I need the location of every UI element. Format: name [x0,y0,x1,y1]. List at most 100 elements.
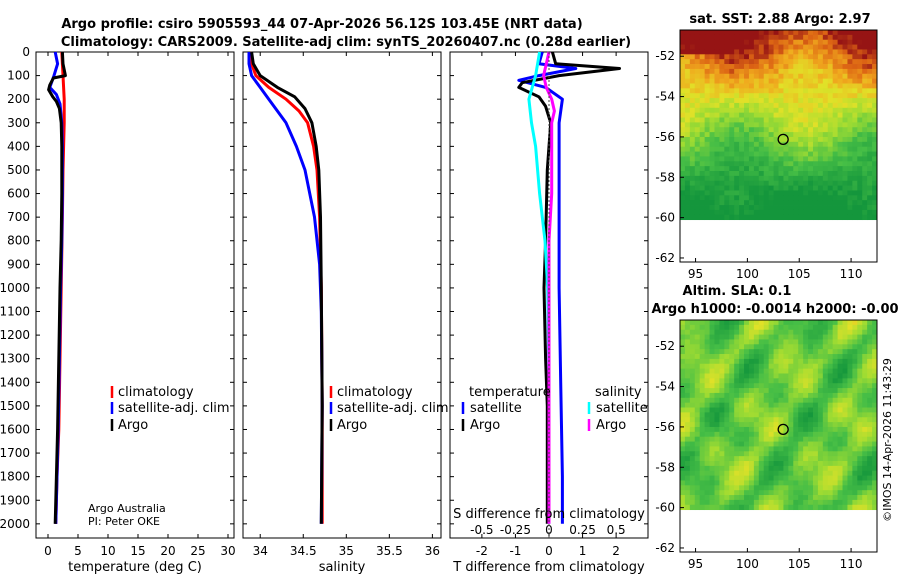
map-cell [798,504,804,511]
map-cell [768,175,774,182]
map-cell [699,344,706,350]
map-cell [699,358,706,365]
map-cell [803,78,809,84]
map-cell [812,83,819,89]
map-cell [808,431,814,438]
map-cell [714,446,720,452]
map-cell [709,209,715,216]
map-cell [714,441,720,447]
map-cell [778,151,784,157]
map-cell [689,200,696,206]
map-cell [744,354,750,360]
map-cell [847,407,853,413]
temperature-panel: 0 5 10 15 20 25 30 [36,51,236,558]
map-cell [847,402,853,408]
map-cell [748,334,755,340]
map-cell [694,475,701,481]
map-cell [748,200,755,206]
map-cell [709,102,715,109]
map-cell [694,54,701,60]
map-cell [768,132,774,138]
map-cell [822,461,829,467]
map-cell [699,39,706,45]
map-cell [768,34,774,41]
map-cell [847,64,853,70]
map-cell [699,373,706,379]
map-cell [768,456,774,462]
map-cell [694,470,701,476]
map-cell [724,166,730,172]
legend-label-climatology: climatology [118,385,194,400]
map-cell [808,185,814,191]
map-cell [729,209,735,216]
map-cell [832,117,838,123]
map-cell [857,171,863,177]
map-cell [734,214,740,221]
map-cell [842,102,848,109]
map-cell [783,446,789,452]
map-cell [714,402,720,408]
map-cell [803,98,809,104]
map-cell [744,495,750,501]
map-cell [862,39,868,45]
map-cell [827,44,834,50]
map-cell [763,461,770,467]
map-cell [684,64,691,70]
map-cell [847,146,853,152]
map-cell [748,185,755,191]
map-cell [699,146,706,152]
map-cell [753,465,760,472]
map-cell [867,98,873,104]
map-cell [842,388,848,394]
map-cell [758,363,765,370]
map-cell [793,339,799,345]
map-cell [694,441,701,447]
map-cell [714,397,720,404]
map-cell [788,209,794,216]
map-cell [739,392,745,399]
map-cell [852,185,858,191]
map-cell [812,334,819,340]
map-cell [832,180,838,186]
map-cell [842,368,848,374]
map-cell [719,214,725,221]
map-cell [847,122,853,128]
map-cell [798,34,804,41]
map-cell [680,461,686,467]
map-cell [812,30,819,36]
map-cell [689,180,696,186]
map-cell [694,200,701,206]
map-cell [822,185,829,191]
map-cell [852,107,858,114]
map-cell [847,417,853,423]
s-tick-label: -0.25 [500,523,531,537]
map-cell [704,73,710,80]
map-cell [704,426,710,433]
depth-tick-label: 1800 [0,470,30,484]
map-cell [753,490,760,496]
map-cell [684,349,691,355]
map-cell [704,324,710,331]
map-cell [734,334,740,340]
map-cell [748,431,755,438]
map-cell [778,456,784,462]
map-cell [832,64,838,70]
map-cell [724,39,730,45]
map-cell [798,112,804,118]
map-cell [852,39,858,45]
map-cell [753,392,760,399]
map-cell [842,490,848,496]
map-cell [837,358,843,365]
map-cell [793,354,799,360]
map-cell [729,378,735,384]
map-cell [739,446,745,452]
map-cell [857,499,863,506]
map-cell [704,456,710,462]
map-cell [680,195,686,201]
map-cell [748,127,755,133]
map-cell [729,451,735,457]
map-cell [822,209,829,216]
map-cell [837,436,843,442]
map-cell [748,156,755,162]
map-cell [822,378,829,384]
